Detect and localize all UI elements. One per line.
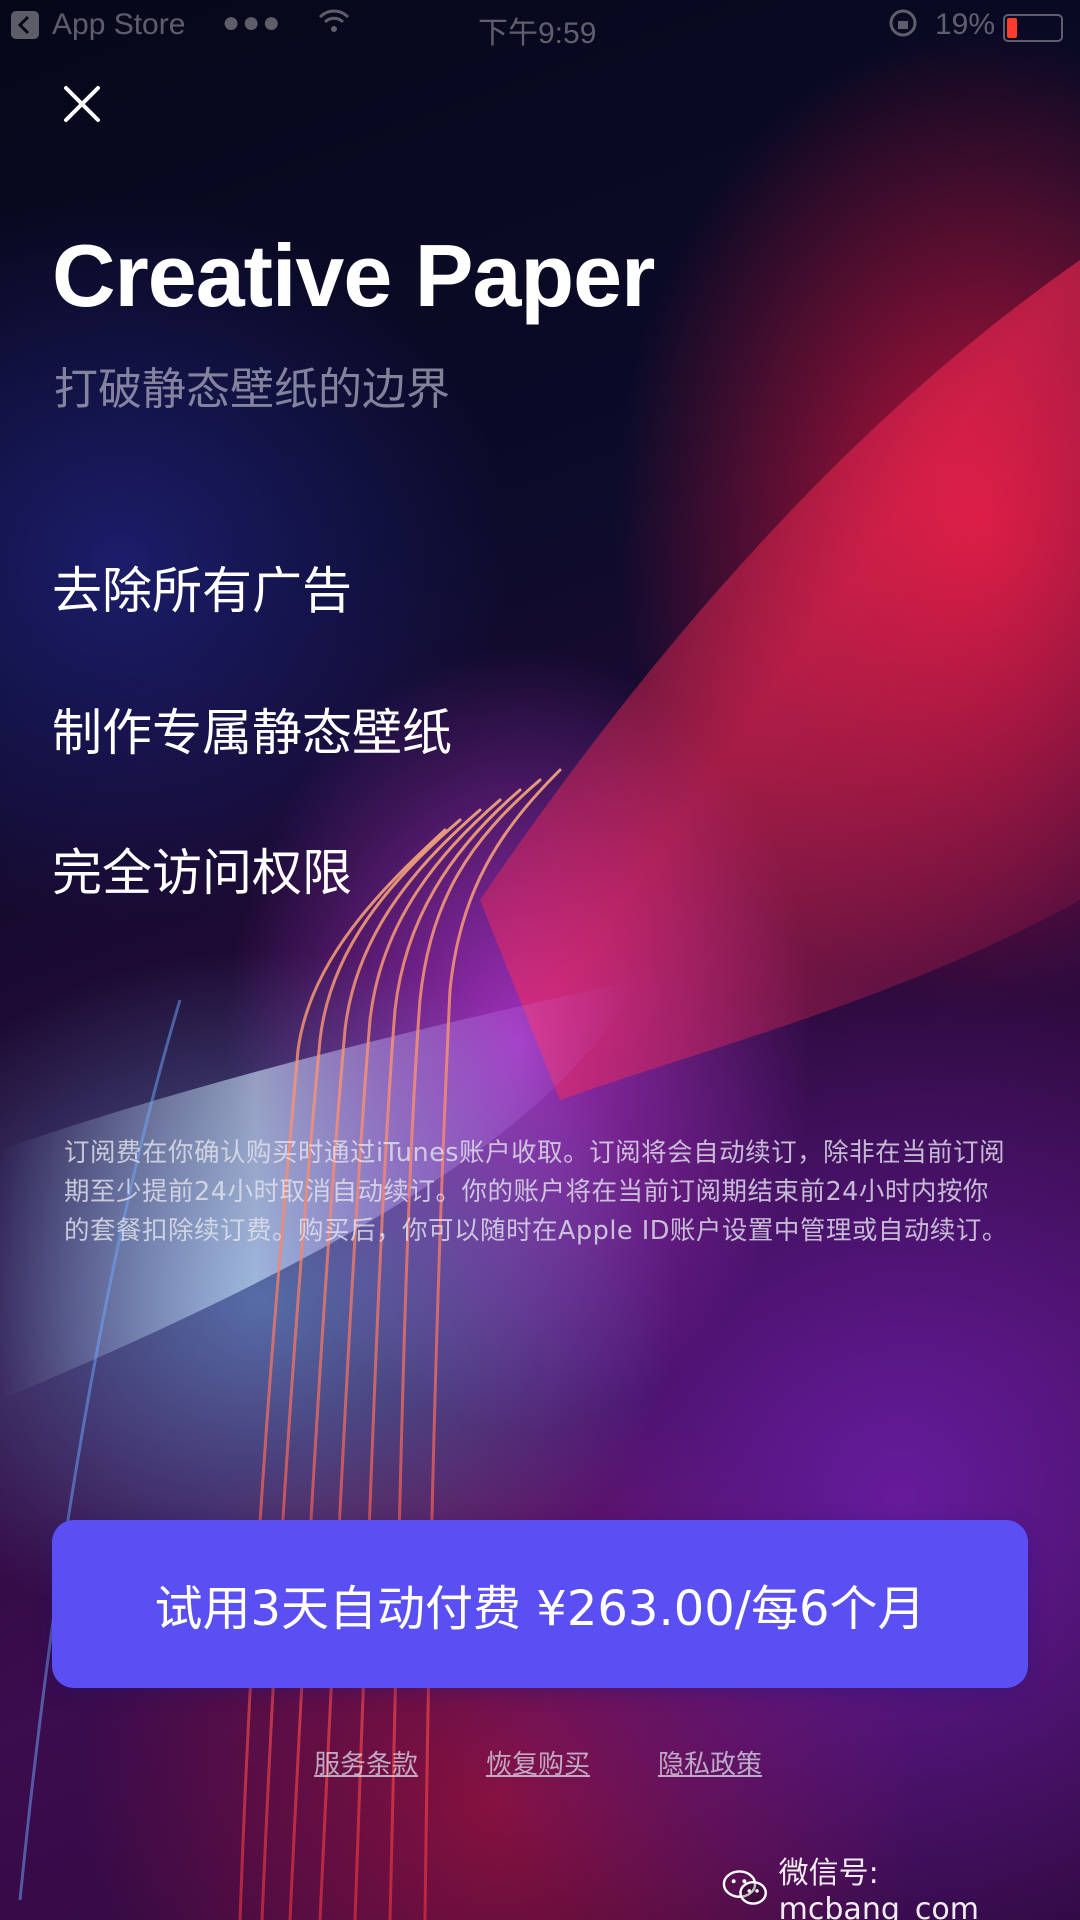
wechat-icon — [722, 1869, 767, 1905]
app-title: Creative Paper — [52, 226, 655, 325]
close-button[interactable] — [58, 80, 106, 128]
feature-full-access: 完全访问权限 — [52, 844, 352, 902]
start-trial-button[interactable]: 试用3天自动付费 ¥263.00/每6个月 — [52, 1520, 1028, 1688]
battery-icon — [1003, 14, 1063, 42]
status-carrier[interactable]: App Store — [52, 8, 186, 41]
wechat-watermark: 微信号: mcbang_com — [722, 1848, 1080, 1920]
privacy-policy-link[interactable]: 隐私政策 — [658, 1750, 763, 1780]
status-bar: App Store ●●● 下午9:59 19% — [0, 0, 1080, 52]
signal-strength-icon: ●●● — [222, 6, 283, 39]
subscription-disclaimer: 订阅费在你确认购买时通过iTunes账户收取。订阅将会自动续订，除非在当前订阅期… — [64, 1138, 1008, 1246]
feature-remove-ads: 去除所有广告 — [52, 562, 352, 620]
footer-links: 服务条款 恢复购买 隐私政策 — [0, 1744, 1080, 1784]
status-time: 下午9:59 — [478, 17, 597, 50]
app-subtitle: 打破静态壁纸的边界 — [54, 364, 450, 415]
close-icon — [64, 86, 100, 122]
back-to-app-icon[interactable] — [10, 10, 40, 40]
start-trial-label: 试用3天自动付费 ¥263.00/每6个月 — [154, 1581, 926, 1637]
feature-custom-wallpaper: 制作专属静态壁纸 — [52, 704, 452, 762]
battery-percentage: 19% — [935, 8, 996, 41]
terms-of-service-link[interactable]: 服务条款 — [314, 1750, 419, 1780]
watermark-text: 微信号: mcbang_com — [778, 1856, 979, 1920]
battery-level-fill — [1007, 18, 1017, 38]
restore-purchase-link[interactable]: 恢复购买 — [486, 1750, 591, 1780]
rotation-lock-icon — [888, 8, 918, 46]
wifi-icon — [318, 8, 350, 42]
